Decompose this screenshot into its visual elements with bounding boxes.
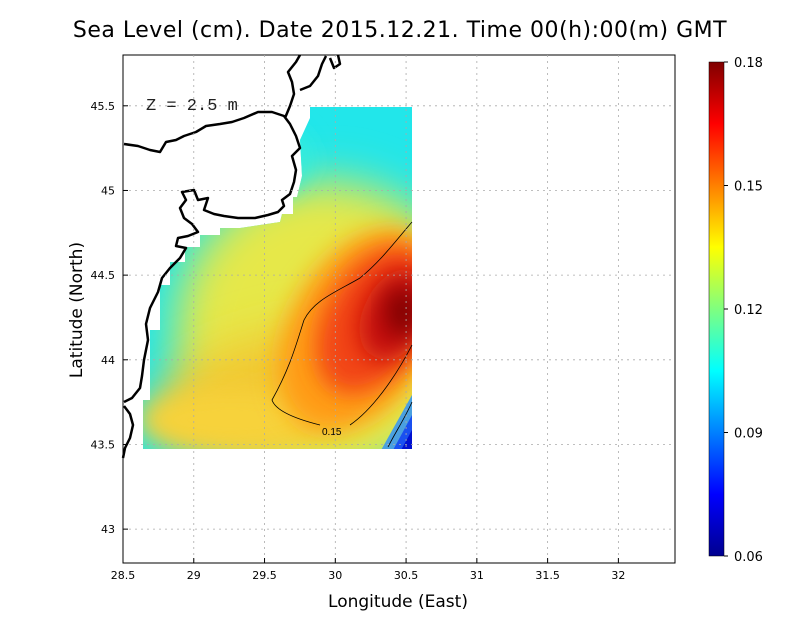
colorbar-tick-label: 0.18 — [734, 56, 763, 71]
x-tick-label: 28.5 — [111, 569, 136, 582]
contour-label: 0.15 — [322, 427, 342, 438]
colorbar-tick-label: 0.09 — [734, 427, 763, 442]
grid — [123, 55, 675, 563]
x-tick-label: 31 — [470, 569, 484, 582]
contour-0.15 — [271, 221, 413, 426]
y-tick-label: 45 — [101, 184, 115, 197]
depth-label: Z = 2.5 m — [146, 97, 238, 116]
y-tick-label: 43.5 — [91, 438, 116, 451]
x-ticks: 28.5 29 29.5 30 30.5 31 31.5 32 — [111, 558, 625, 582]
y-tick-label: 45.5 — [91, 100, 116, 113]
contour-low — [387, 401, 413, 448]
x-tick-label: 30.5 — [394, 569, 419, 582]
colorbar-tick-label: 0.12 — [734, 303, 763, 318]
y-tick-label: 44 — [101, 354, 115, 367]
y-tick-label: 43 — [101, 523, 115, 536]
x-tick-label: 29.5 — [252, 569, 277, 582]
colorbar-tick-label: 0.06 — [734, 550, 763, 565]
coastline — [121, 54, 342, 459]
x-tick-label: 31.5 — [535, 569, 560, 582]
colorbar — [708, 61, 725, 557]
x-axis-label: Longitude (East) — [328, 592, 468, 612]
y-axis-label: Latitude (North) — [67, 242, 87, 378]
chart-title: Sea Level (cm). Date 2015.12.21. Time 00… — [72, 18, 728, 43]
x-tick-label: 29 — [187, 569, 201, 582]
x-tick-label: 32 — [611, 569, 625, 582]
colorbar-tick-label: 0.15 — [734, 180, 763, 195]
colorbar-ticks: 0.18 0.15 0.12 0.09 0.06 — [724, 56, 763, 565]
x-tick-label: 30 — [328, 569, 342, 582]
y-ticks: 43 43.5 44 44.5 45 45.5 — [91, 100, 128, 536]
y-tick-label: 44.5 — [91, 269, 116, 282]
